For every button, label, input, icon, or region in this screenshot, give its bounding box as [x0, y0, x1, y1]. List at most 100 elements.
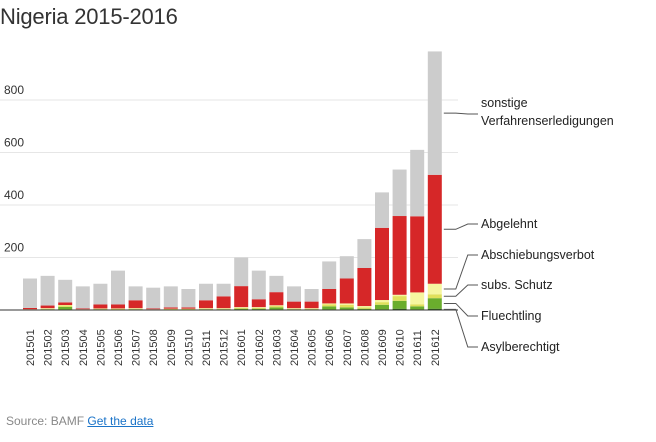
bar-sonstige-201603 — [269, 275, 284, 293]
legend-label-asylberechtigt: Asylberechtigt — [481, 340, 560, 354]
bar-subs_schutz-201505 — [93, 308, 108, 310]
bar-abschiebungsverbot-201511 — [199, 308, 213, 309]
bar-abgelehnt-201603 — [269, 292, 284, 306]
legend-label-sonstige: sonstige — [481, 96, 528, 110]
bar-subs_schutz-201611 — [410, 304, 425, 307]
bar-abgelehnt-201505 — [93, 304, 108, 309]
bar-abschiebungsverbot-201607 — [339, 303, 354, 305]
source-label: Source: BAMF — [6, 414, 85, 428]
bar-fluechtling-201611 — [410, 306, 425, 310]
bar-abschiebungsverbot-201506 — [111, 308, 125, 309]
get-data-link[interactable]: Get the data — [87, 414, 154, 428]
bar-subs_schutz-201608 — [357, 307, 372, 309]
bar-sonstige-201512 — [216, 283, 231, 297]
x-tick-label: 201606 — [324, 329, 336, 366]
bar-abgelehnt-201506 — [111, 304, 125, 309]
bar-abschiebungsverbot-201611 — [410, 292, 425, 305]
x-tick-label: 201503 — [60, 329, 72, 366]
bar-abschiebungsverbot-201610 — [392, 294, 407, 297]
y-axis-tick-labels: 200 400 600 800 — [4, 83, 24, 255]
bar-sonstige-201606 — [322, 261, 337, 289]
bar-abgelehnt-201605 — [304, 301, 319, 309]
bar-fluechtling-201610 — [392, 300, 407, 309]
bar-abschiebungsverbot-201605 — [304, 308, 319, 309]
bar-sonstige-201501 — [23, 278, 37, 308]
bar-subs_schutz-201606 — [322, 304, 337, 307]
bar-subs_schutz-201610 — [392, 296, 407, 301]
bar-abgelehnt-201501 — [23, 307, 37, 310]
x-tick-label: 201602 — [254, 329, 266, 366]
legend-label-subs_schutz: subs. Schutz — [481, 278, 553, 292]
x-tick-label: 201510 — [183, 329, 195, 366]
bar-abgelehnt-201608 — [357, 268, 372, 307]
x-tick-label: 201608 — [359, 329, 371, 366]
bar-asylberechtigt-201610 — [392, 308, 407, 310]
bar-subs_schutz-201506 — [111, 308, 125, 310]
bar-sonstige-201505 — [93, 283, 108, 305]
bar-abgelehnt-201502 — [40, 305, 55, 309]
bar-sonstige-201510 — [181, 289, 196, 308]
bar-sonstige-201604 — [287, 286, 301, 302]
bar-subs_schutz-201509 — [163, 308, 178, 310]
bar-asylberechtigt-201612 — [427, 308, 442, 310]
bar-sonstige-201504 — [75, 286, 90, 309]
x-tick-label: 201605 — [307, 329, 319, 366]
x-tick-label: 201603 — [271, 329, 283, 366]
bar-subs_schutz-201612 — [427, 294, 442, 299]
bar-abgelehnt-201507 — [128, 300, 143, 309]
bar-sonstige-201502 — [40, 275, 55, 306]
bar-sonstige-201506 — [111, 270, 125, 305]
bar-abschiebungsverbot-201612 — [427, 283, 442, 295]
bar-fluechtling-201602 — [251, 308, 266, 310]
chart-title: Nigeria 2015-2016 — [0, 4, 178, 29]
y-tick-label: 600 — [4, 136, 24, 150]
bar-abschiebungsverbot-201502 — [40, 308, 55, 309]
bar-fluechtling-201612 — [427, 298, 442, 309]
bar-subs_schutz-201602 — [251, 307, 266, 309]
x-tick-label: 201504 — [78, 329, 90, 366]
bar-abschiebungsverbot-201608 — [357, 306, 372, 308]
bar-fluechtling-201503 — [58, 306, 73, 310]
bar-sonstige-201609 — [375, 192, 389, 228]
bar-abgelehnt-201610 — [392, 216, 407, 295]
bar-abgelehnt-201601 — [234, 286, 249, 308]
bar-subs_schutz-201511 — [199, 308, 213, 310]
bar-subs_schutz-201603 — [269, 306, 284, 308]
bar-abgelehnt-201504 — [75, 308, 90, 310]
bar-abgelehnt-201510 — [181, 307, 196, 309]
bar-abschiebungsverbot-201606 — [322, 303, 337, 305]
bar-sonstige-201607 — [339, 256, 354, 279]
legend-leader-abgelehnt — [443, 223, 478, 230]
x-tick-label: 201509 — [166, 329, 178, 366]
bar-subs_schutz-201609 — [375, 302, 389, 305]
bar-abschiebungsverbot-201512 — [216, 308, 231, 309]
bar-sonstige-201605 — [304, 289, 319, 302]
bar-subs_schutz-201502 — [40, 308, 55, 310]
bar-fluechtling-201607 — [339, 307, 354, 310]
bar-sonstige-201507 — [128, 286, 143, 301]
source-line: Source: BAMF Get the data — [6, 414, 153, 428]
legend-leader-sonstige — [443, 112, 478, 115]
legend: sonstige Verfahrenserledigungen Abgelehnt A… — [443, 96, 614, 354]
legend-leader-subs_schutz — [443, 284, 478, 297]
legend-leader-fluechtling — [443, 302, 478, 317]
bar-abgelehnt-201511 — [199, 300, 213, 309]
x-tick-label: 201506 — [113, 329, 125, 366]
bar-abschiebungsverbot-201603 — [269, 305, 284, 307]
bar-sonstige-201601 — [234, 257, 249, 287]
x-tick-label: 201501 — [25, 329, 37, 366]
x-tick-label: 201508 — [148, 329, 160, 366]
bar-abschiebungsverbot-201609 — [375, 300, 389, 303]
bar-abschiebungsverbot-201507 — [128, 308, 143, 309]
x-tick-label: 201612 — [430, 329, 442, 366]
bar-abschiebungsverbot-201503 — [58, 305, 73, 306]
legend-label-fluechtling: Fluechtling — [481, 309, 541, 323]
legend-label-abschiebungsverbot: Abschiebungsverbot — [481, 248, 595, 262]
bar-subs_schutz-201601 — [234, 307, 249, 309]
x-axis-tick-labels: 201501 201502 201503 201504 201505 201506 2015… — [25, 329, 442, 366]
bar-subs_schutz-201607 — [339, 304, 354, 308]
bar-subs_schutz-201604 — [287, 308, 301, 310]
bar-abgelehnt-201611 — [410, 216, 425, 293]
bar-abschiebungsverbot-201601 — [234, 307, 249, 308]
